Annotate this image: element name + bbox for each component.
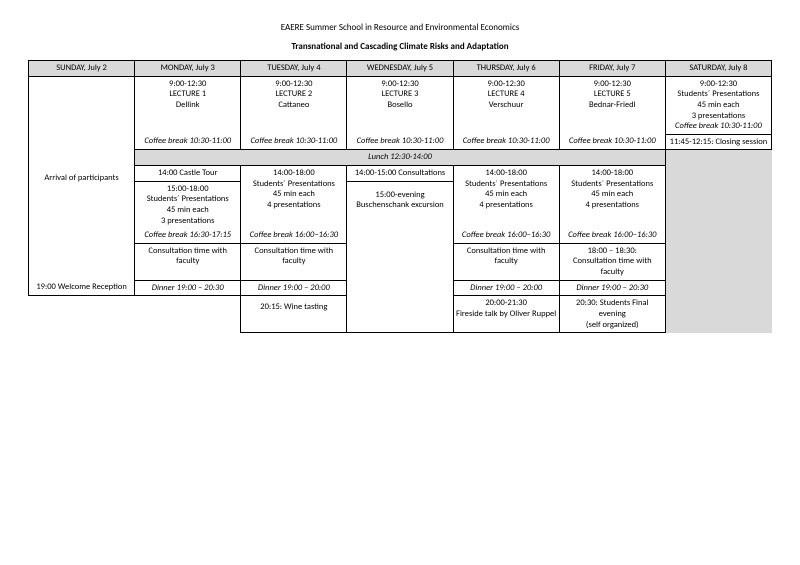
arrival-cell: Arrival of participants (29, 76, 135, 280)
day-thu: THURSDAY, July 6 (453, 61, 559, 77)
tue-aft: 14:00-18:00 Students´ Presentations 45 m… (241, 166, 347, 229)
mon15-cb: Coffee break 16:30-17:15 (135, 228, 241, 243)
sun-evening-empty (29, 296, 135, 333)
day-fri: FRIDAY, July 7 (559, 61, 665, 77)
sat-closing: 11:45-12:15: Closing session (665, 134, 771, 150)
tue-cb2: Coffee break 16:00–16:30 (241, 228, 347, 243)
day-sun: SUNDAY, July 2 (29, 61, 135, 77)
schedule-table: SUNDAY, July 2 MONDAY, July 3 TUESDAY, J… (28, 60, 772, 333)
dinner-row: 19:00 Welcome Reception Dinner 19:00 – 2… (29, 280, 772, 296)
thu-cb2: Coffee break 16:00–16:30 (453, 228, 559, 243)
fri-consult: 18:00 – 18:30: Consultation time with fa… (559, 243, 665, 280)
day-wed: WEDNESDAY, July 5 (347, 61, 453, 77)
wed-morning: 9:00-12:30 LECTURE 3 Bosello (347, 76, 453, 134)
wed-consult: 14:00-15:00 Consultations (347, 166, 453, 182)
tue-dinner: Dinner 19:00 – 20:00 (241, 280, 347, 296)
coffee-row: Coffee break 10:30-11:00 Coffee break 10… (29, 134, 772, 150)
thu-consult: Consultation time with faculty (453, 243, 559, 280)
fri-dinner: Dinner 19:00 – 20:30 (559, 280, 665, 296)
fri-cb2: Coffee break 16:00–16:30 (559, 228, 665, 243)
mon-evening-empty (135, 296, 241, 333)
fri-morning: 9:00-12:30 LECTURE 5 Bednar-Friedl (559, 76, 665, 134)
arrival-text: Arrival of participants (44, 173, 118, 183)
fri-evening: 20:30: Students Final evening (self orga… (559, 296, 665, 333)
theme-title: Transnational and Cascading Climate Risk… (28, 41, 772, 52)
tue-morning: 9:00-12:30 LECTURE 2 Cattaneo (241, 76, 347, 134)
fri-aft: 14:00-18:00 Students´ Presentations 45 m… (559, 166, 665, 229)
mon-castle: 14:00 Castle Tour (135, 166, 241, 182)
day-header-row: SUNDAY, July 2 MONDAY, July 3 TUESDAY, J… (29, 61, 772, 77)
page: EAERE Summer School in Resource and Envi… (0, 0, 800, 333)
wed-dinner-empty (347, 280, 453, 296)
morning-row: Arrival of participants 9:00-12:30 LECTU… (29, 76, 772, 134)
day-tue: TUESDAY, July 4 (241, 61, 347, 77)
sun-reception: 19:00 Welcome Reception (29, 280, 135, 296)
mon-consult: Consultation time with faculty (135, 243, 241, 280)
day-sat: SATURDAY, July 8 (665, 61, 771, 77)
mon-cb: Coffee break 10:30-11:00 (135, 134, 241, 150)
tue-evening: 20:15: Wine tasting (241, 296, 347, 333)
fri-cb: Coffee break 10:30-11:00 (559, 134, 665, 150)
thu-dinner: Dinner 19:00 – 20:00 (453, 280, 559, 296)
mon-dinner: Dinner 19:00 – 20:30 (135, 280, 241, 296)
thu-aft: 14:00-18:00 Students´ Presentations 45 m… (453, 166, 559, 229)
lunch-cell: Lunch 12:30-14:00 (135, 150, 666, 166)
tue-cb: Coffee break 10:30-11:00 (241, 134, 347, 150)
evening-row: 20:15: Wine tasting 20:00-21:30 Fireside… (29, 296, 772, 333)
sat-morning: 9:00-12:30 Students´ Presentations 45 mi… (665, 76, 771, 134)
wed-evening-empty (347, 296, 453, 333)
day-mon: MONDAY, July 3 (135, 61, 241, 77)
mon-15: 15:00-18:00 Students´ Presentations 45 m… (135, 181, 241, 228)
thu-cb: Coffee break 10:30-11:00 (453, 134, 559, 150)
lunch-row: Lunch 12:30-14:00 (29, 150, 772, 166)
wed-exc: 15:00-evening Buschenschank excursion (347, 181, 453, 280)
mon-morning: 9:00-12:30 LECTURE 1 Dellink (135, 76, 241, 134)
wed-cb: Coffee break 10:30-11:00 (347, 134, 453, 150)
thu-evening: 20:00-21:30 Fireside talk by Oliver Rupp… (453, 296, 559, 333)
thu-morning: 9:00-12:30 LECTURE 4 Verschuur (453, 76, 559, 134)
afternoon-row-1: 14:00 Castle Tour 14:00-18:00 Students´ … (29, 166, 772, 182)
org-title: EAERE Summer School in Resource and Envi… (28, 22, 772, 33)
tue-consult: Consultation time with faculty (241, 243, 347, 280)
sat-empty (665, 150, 771, 333)
